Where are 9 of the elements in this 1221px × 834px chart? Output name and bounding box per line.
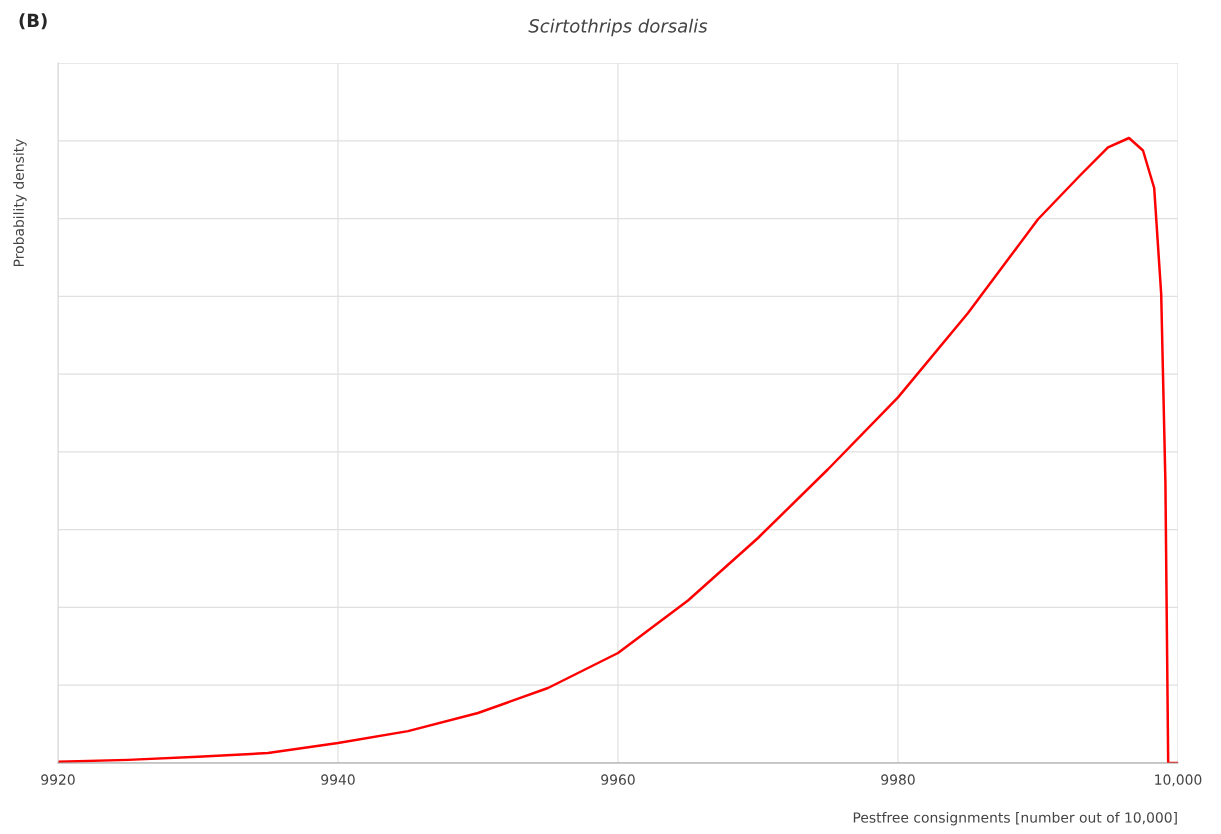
x-tick-label: 10,000 — [1155, 774, 1202, 787]
x-tick-label: 9940 — [321, 774, 355, 785]
x-tick-label: 9960 — [601, 774, 635, 785]
x-axis-title: Pestfree consignments [number out of 10,000] — [853, 812, 1177, 826]
text: (B) — [19, 13, 47, 30]
y-axis-title: Probability density — [13, 139, 27, 267]
x-tick-label: 9920 — [41, 774, 75, 785]
x-tick-label: 9980 — [881, 774, 915, 785]
chart-title: Scirtothrips dorsalis — [528, 18, 708, 37]
